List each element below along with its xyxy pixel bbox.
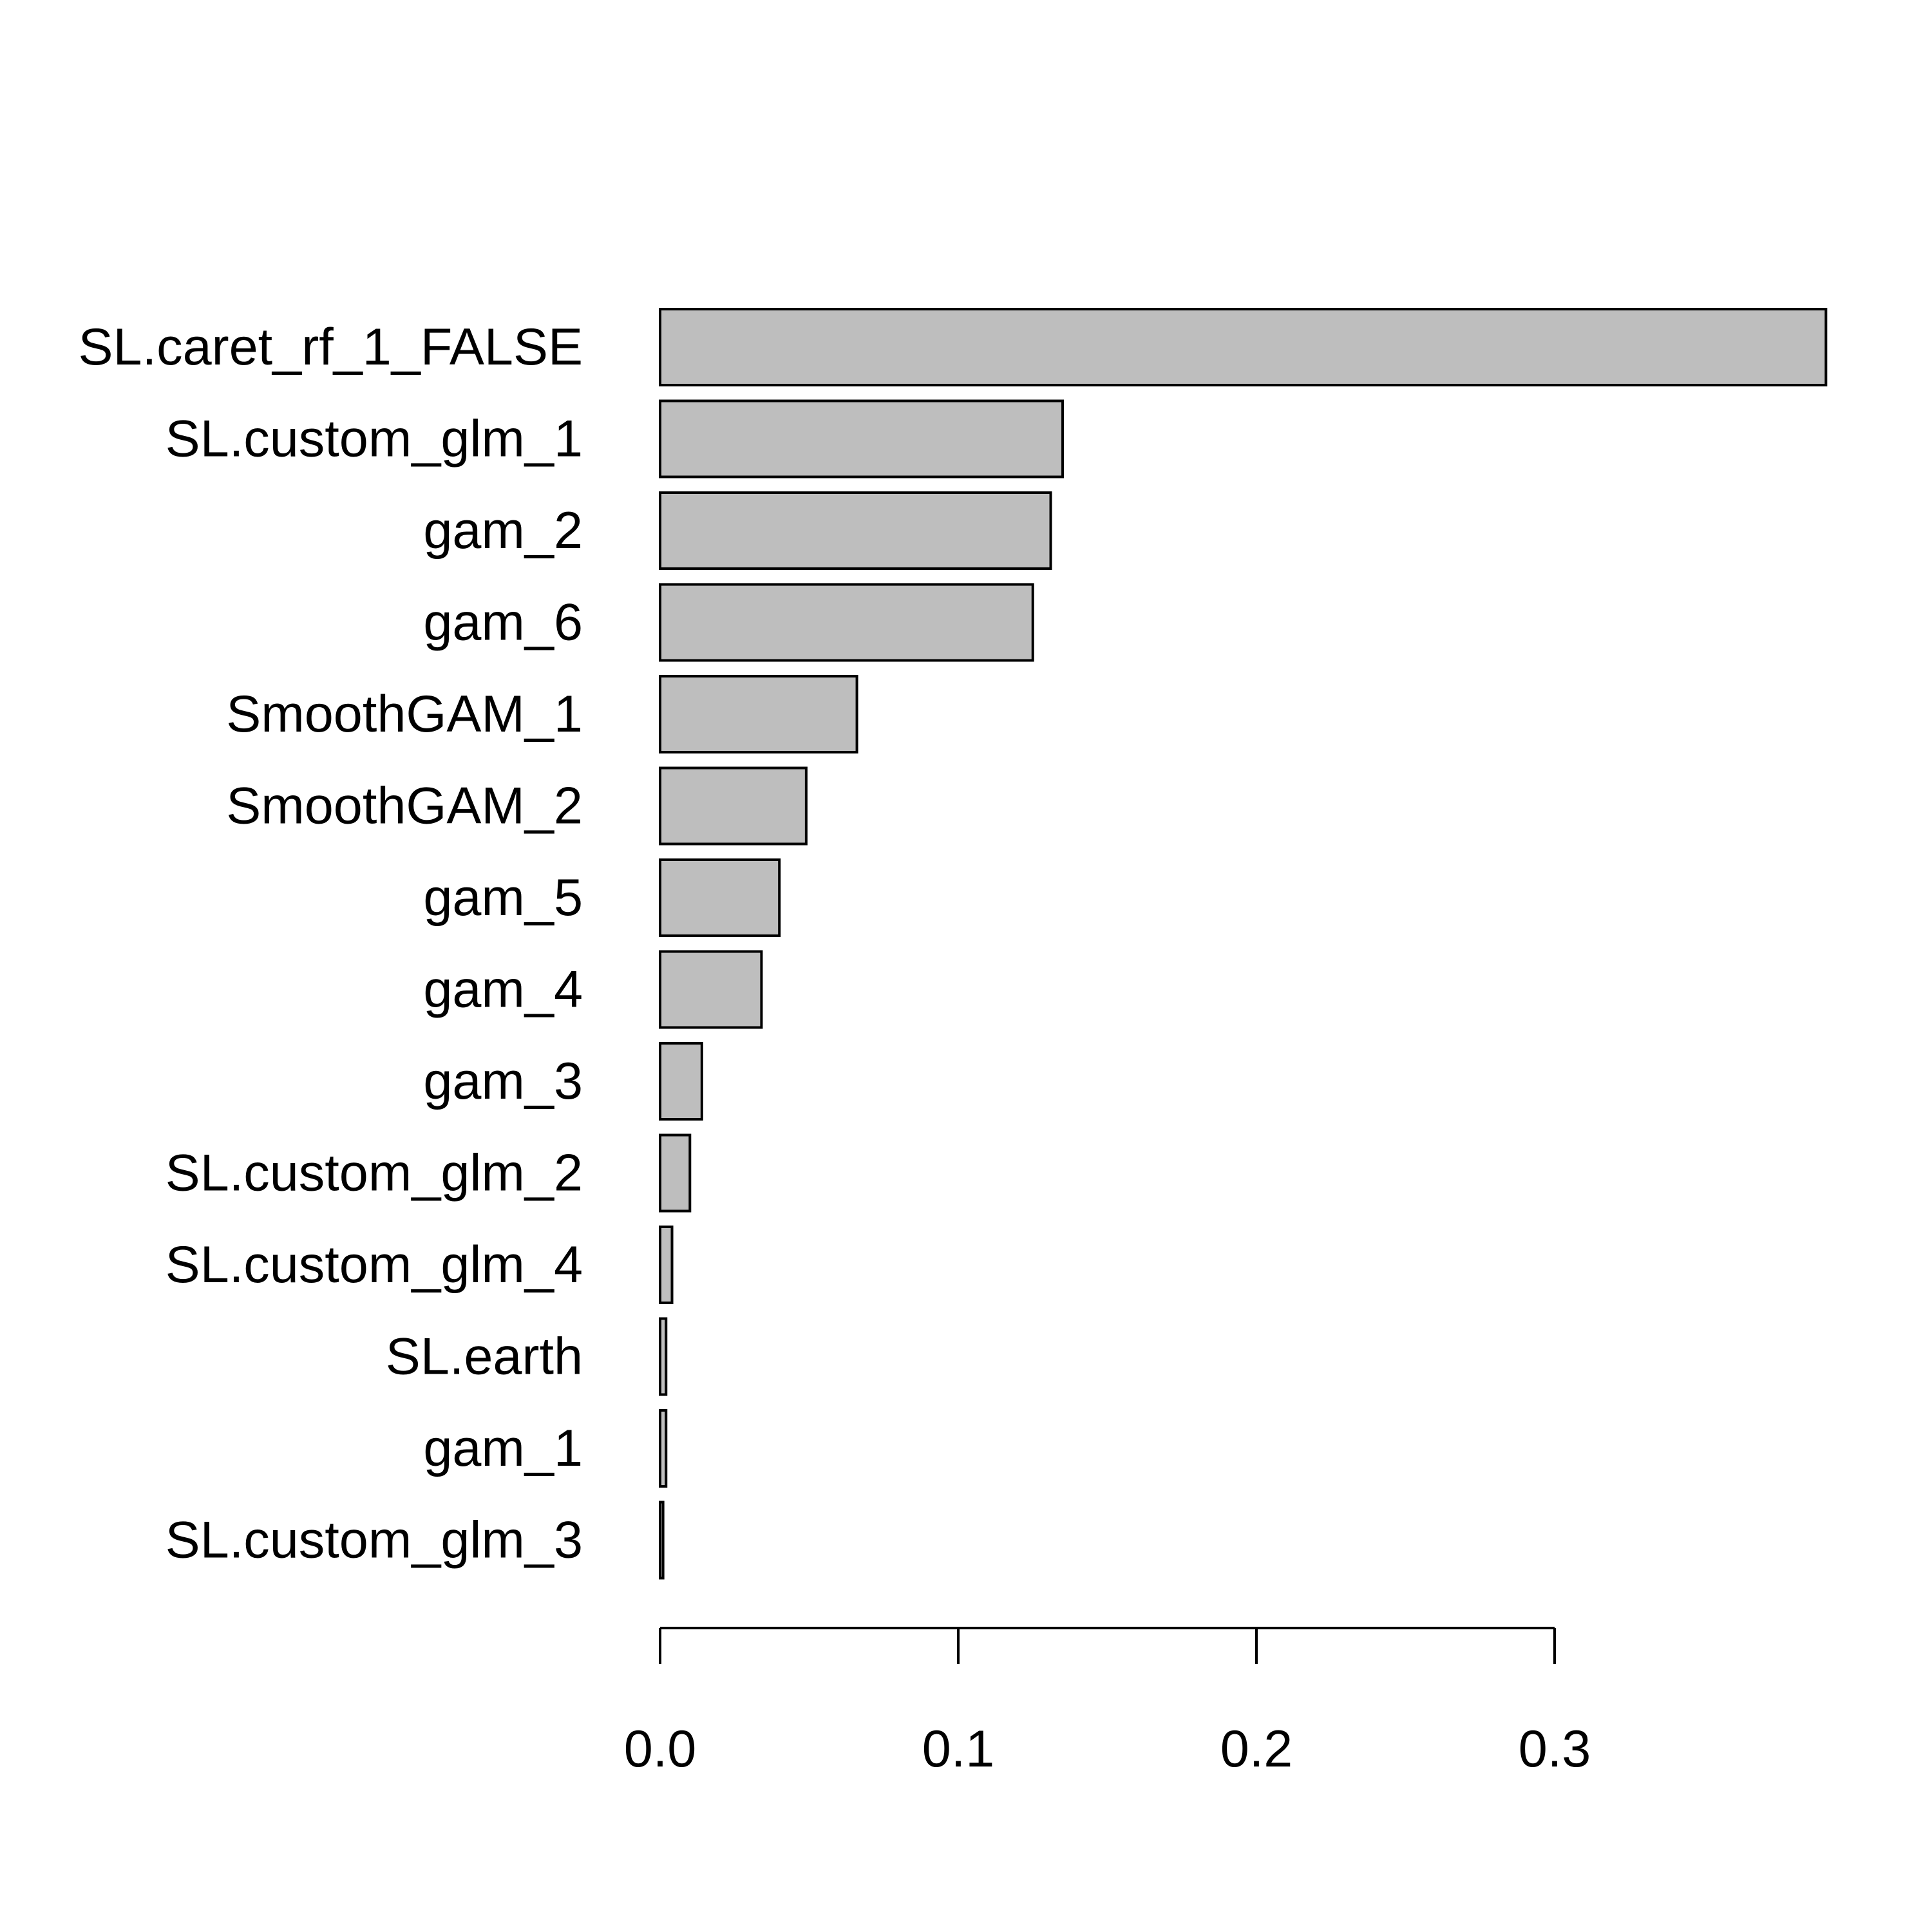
category-label: SmoothGAM_1 (226, 685, 583, 743)
category-label: gam_3 (423, 1052, 583, 1110)
x-tick-label: 0.2 (1220, 1720, 1293, 1778)
category-label: SmoothGAM_2 (226, 777, 583, 835)
bar-SL.earth (659, 1317, 668, 1396)
category-label: SL.custom_glm_2 (166, 1144, 583, 1202)
x-tick-label: 0.3 (1519, 1720, 1591, 1778)
category-label: SL.earth (386, 1328, 583, 1386)
bar-gam_3 (659, 1042, 703, 1121)
category-label: SL.caret_rf_1_FALSE (79, 318, 583, 376)
bar-SL.caret_rf_1_FALSE (659, 308, 1828, 386)
bar-SmoothGAM_2 (659, 766, 808, 846)
category-labels: SL.caret_rf_1_FALSE SL.custom_glm_1 gam_2g… (79, 318, 583, 1569)
category-label: SL.custom_glm_1 (166, 410, 583, 468)
bar-SL.custom_glm_4 (659, 1226, 674, 1304)
bar-SL.custom_glm_2 (659, 1133, 692, 1213)
bar-SmoothGAM_1 (659, 675, 858, 753)
category-label: gam_6 (423, 594, 583, 652)
category-label: SL.custom_glm_3 (166, 1511, 583, 1569)
x-axis: 0.0 0.1 0.2 0.3 (624, 1627, 1591, 1778)
bar-gam_1 (659, 1409, 668, 1488)
bar-gam_2 (659, 491, 1052, 570)
bar-SL.custom_glm_1 (659, 399, 1065, 478)
bar-SL.custom_glm_3 (659, 1501, 665, 1580)
category-label: SL.custom_glm_4 (166, 1236, 583, 1294)
category-label: gam_1 (423, 1419, 583, 1477)
x-tick-label: 0.0 (624, 1720, 697, 1778)
x-tick-label: 0.1 (922, 1720, 995, 1778)
bars-layer (659, 308, 1828, 1580)
bar-gam_6 (659, 583, 1034, 662)
category-label: gam_4 (423, 961, 583, 1019)
category-label: gam_5 (423, 869, 583, 927)
bar-gam_4 (659, 950, 763, 1029)
category-label: gam_2 (423, 502, 583, 560)
bar-gam_5 (659, 858, 781, 937)
